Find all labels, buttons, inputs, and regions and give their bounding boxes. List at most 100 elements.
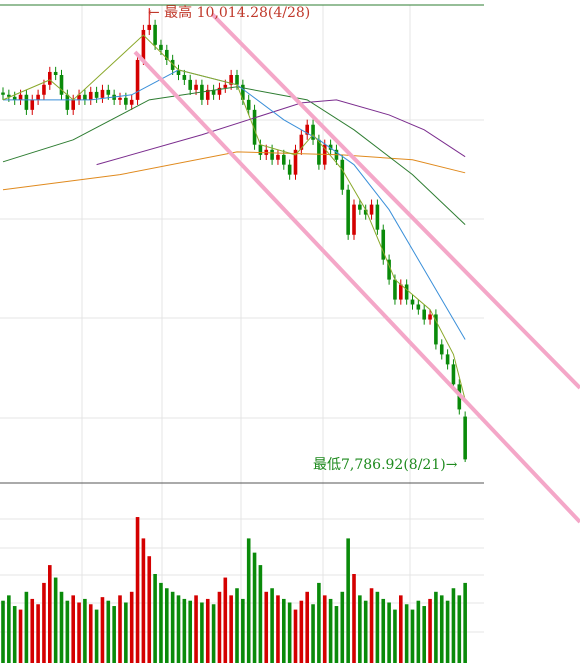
volume-bar <box>282 598 286 663</box>
candle-body <box>311 124 315 140</box>
candle-body <box>170 59 175 70</box>
candle-body <box>176 69 181 75</box>
volume-bar <box>258 565 263 663</box>
candle-body <box>211 89 216 95</box>
volume-bar <box>83 598 87 663</box>
volume-bar <box>88 604 93 663</box>
candle-body <box>217 87 222 95</box>
candle-body <box>439 344 444 355</box>
moving-average <box>2 86 466 225</box>
candle-body <box>299 134 304 150</box>
volume-bar <box>276 595 280 663</box>
volume-bar <box>363 600 368 663</box>
candle-body <box>165 49 169 60</box>
volume-bar <box>42 582 46 663</box>
volume-bar <box>311 604 315 663</box>
volume-bar <box>369 588 374 663</box>
volume-bar <box>428 598 432 663</box>
volume-bar <box>410 609 415 663</box>
volume-bar <box>340 591 345 663</box>
volume-bar <box>229 595 233 663</box>
candle-body <box>77 94 81 100</box>
candle-body <box>363 209 368 215</box>
volume-bar <box>100 597 105 663</box>
candle-body <box>18 94 23 100</box>
volume-bar <box>135 517 140 663</box>
candle-body <box>246 99 251 110</box>
volume-bar <box>328 598 333 663</box>
volume-bar <box>77 602 81 663</box>
candle-body <box>65 94 70 110</box>
volume-bar <box>147 556 152 663</box>
candle-body <box>159 44 163 50</box>
candle-body <box>375 204 380 230</box>
volume-bar <box>124 602 128 663</box>
candle-body <box>12 96 17 100</box>
volume-bar <box>194 595 198 663</box>
candle-body <box>305 124 309 135</box>
candle-body <box>106 89 111 95</box>
volume-bar <box>346 538 350 663</box>
candle-body <box>399 284 403 300</box>
candle-body <box>129 99 134 105</box>
volume-bar <box>252 552 257 663</box>
marks <box>1 8 467 663</box>
candle-body <box>422 309 426 320</box>
volume-bar <box>270 588 274 663</box>
volume-bar <box>434 591 438 663</box>
candle-body <box>404 284 409 300</box>
moving-average <box>2 34 466 400</box>
candle-body <box>358 204 362 210</box>
moving-average <box>96 99 466 166</box>
candle-body <box>42 84 46 95</box>
volume-bar <box>141 538 146 663</box>
candle-body <box>30 99 35 110</box>
volume-bar <box>293 609 298 663</box>
volume-bar <box>422 606 426 663</box>
volume-bar <box>205 598 210 663</box>
volume-bar <box>399 595 403 663</box>
volume-bar <box>118 595 122 663</box>
volume-bar <box>358 595 362 663</box>
candle-body <box>428 314 432 320</box>
volume-bar <box>59 591 64 663</box>
volume-bar <box>65 600 70 663</box>
candle-body <box>381 229 386 260</box>
candle-body <box>369 204 374 215</box>
volume-bar <box>404 604 409 663</box>
high-annotation: ← 最高 10,014.28(4/28) <box>148 4 310 21</box>
volume-bar <box>182 598 187 663</box>
low-annotation: 最低7,786.92(8/21)→ <box>313 457 458 473</box>
volume-bar <box>217 591 222 663</box>
candle-body <box>287 164 292 175</box>
candle-body <box>88 91 93 100</box>
volume-bar <box>129 591 134 663</box>
candle-body <box>48 71 52 85</box>
candle-body <box>59 74 64 95</box>
candle-body <box>235 74 239 85</box>
volume-bar <box>322 595 327 663</box>
candle-body <box>270 149 274 160</box>
candle-body <box>276 154 280 160</box>
candle-body <box>223 84 228 88</box>
candle-body <box>340 159 345 190</box>
candle-body <box>387 259 391 280</box>
volume-bar <box>387 602 391 663</box>
volume-bar <box>241 598 245 663</box>
candle-body <box>94 91 99 98</box>
candle-body <box>352 204 356 235</box>
moving-average <box>3 69 466 340</box>
volume-bar <box>165 588 169 663</box>
candle-body <box>53 71 58 75</box>
volume-bar <box>153 574 157 663</box>
candle-body <box>241 84 245 100</box>
candle-body <box>141 29 146 60</box>
volume-bar <box>30 598 35 663</box>
volume-bar <box>48 565 52 663</box>
candle-body <box>188 79 192 90</box>
volume-bar <box>375 591 380 663</box>
volume-bar <box>94 609 99 663</box>
volume-bar <box>393 609 397 663</box>
volume-bar <box>352 574 356 663</box>
